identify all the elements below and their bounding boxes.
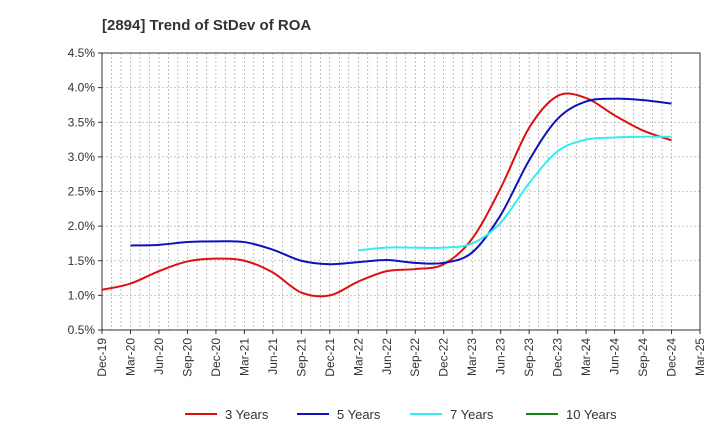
x-tick-label: Mar-23 xyxy=(465,338,479,376)
y-tick-label: 3.5% xyxy=(68,115,96,129)
legend: 3 Years 5 Years 7 Years 10 Years xyxy=(185,407,617,422)
y-axis: 0.5% 1.0% 1.5% 2.0% 2.5% 3.0% 3.5% 4.0% 4.5% xyxy=(68,46,102,337)
x-tick-label: Sep-24 xyxy=(636,338,650,377)
x-tick-label: Jun-20 xyxy=(152,338,166,375)
y-tick-label: 1.0% xyxy=(68,288,96,302)
y-tick-label: 4.5% xyxy=(68,46,96,60)
series-lines xyxy=(101,92,672,298)
legend-label: 3 Years xyxy=(225,407,269,422)
x-tick-label: Mar-25 xyxy=(693,338,707,376)
x-tick-label: Mar-22 xyxy=(351,338,365,376)
x-tick-label: Jun-22 xyxy=(380,338,394,375)
y-tick-label: 2.0% xyxy=(68,219,96,233)
chart-title: [2894] Trend of StDev of ROA xyxy=(102,17,311,34)
x-tick-label: Sep-21 xyxy=(294,338,308,377)
x-tick-label: Sep-23 xyxy=(522,338,536,377)
x-tick-label: Dec-23 xyxy=(551,338,565,377)
x-axis: Dec-19 Mar-20 Jun-20 Sep-20 Dec-20 Mar-21 Jun-… xyxy=(95,330,707,377)
series-line-3 xyxy=(358,135,672,252)
x-tick-label: Mar-24 xyxy=(579,338,593,376)
series-line-1 xyxy=(101,92,672,298)
chart-grid xyxy=(102,53,700,330)
legend-label: 5 Years xyxy=(337,407,381,422)
y-tick-label: 3.0% xyxy=(68,150,96,164)
y-tick-label: 4.0% xyxy=(68,81,96,95)
x-tick-label: Sep-22 xyxy=(408,338,422,377)
x-tick-label: Dec-19 xyxy=(95,338,109,377)
x-tick-label: Dec-21 xyxy=(323,338,337,377)
y-tick-label: 0.5% xyxy=(68,323,96,337)
x-tick-label: Mar-20 xyxy=(123,338,137,376)
legend-label: 7 Years xyxy=(450,407,494,422)
y-tick-label: 2.5% xyxy=(68,185,96,199)
x-tick-label: Jun-24 xyxy=(608,338,622,375)
x-tick-label: Jun-21 xyxy=(266,338,280,375)
x-tick-label: Dec-24 xyxy=(665,338,679,377)
y-tick-label: 1.5% xyxy=(68,254,96,268)
x-tick-label: Mar-21 xyxy=(237,338,251,376)
legend-label: 10 Years xyxy=(566,407,617,422)
x-tick-label: Sep-20 xyxy=(180,338,194,377)
x-tick-label: Dec-20 xyxy=(209,338,223,377)
x-tick-label: Dec-22 xyxy=(437,338,451,377)
x-tick-label: Jun-23 xyxy=(494,338,508,375)
series-line-2 xyxy=(130,97,672,266)
